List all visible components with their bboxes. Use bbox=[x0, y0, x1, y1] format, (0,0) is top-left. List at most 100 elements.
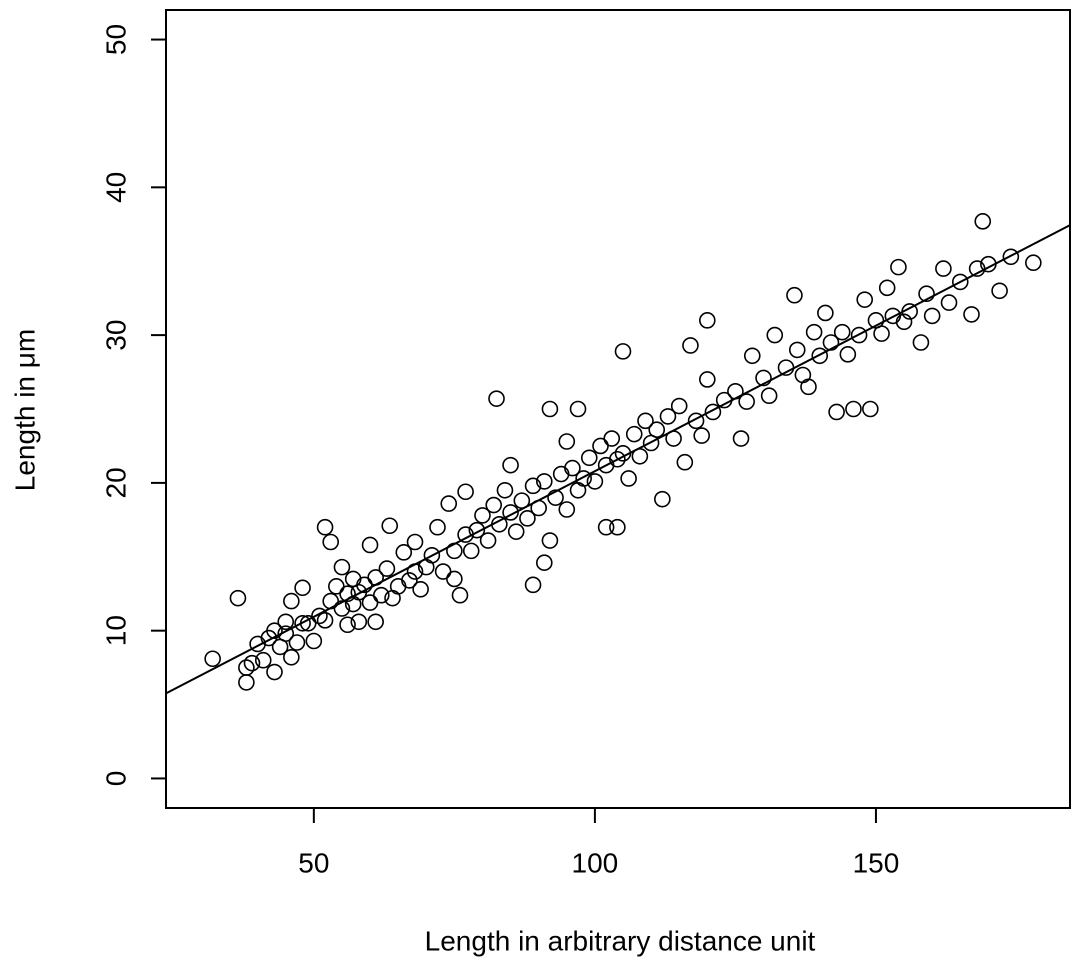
point bbox=[536, 554, 553, 571]
plot-area bbox=[166, 213, 1071, 695]
point bbox=[367, 613, 384, 631]
point bbox=[502, 504, 519, 521]
point bbox=[266, 622, 283, 639]
point bbox=[479, 532, 497, 549]
y-tick-label: 50 bbox=[100, 24, 131, 55]
point bbox=[406, 563, 424, 580]
point bbox=[609, 518, 626, 536]
point bbox=[305, 632, 323, 650]
point bbox=[637, 412, 654, 430]
point bbox=[474, 507, 491, 524]
point bbox=[659, 408, 677, 425]
point bbox=[699, 312, 716, 329]
x-tick-label: 50 bbox=[298, 847, 329, 878]
point bbox=[569, 481, 587, 499]
point bbox=[805, 323, 823, 341]
point bbox=[429, 518, 446, 536]
point bbox=[788, 341, 806, 359]
point bbox=[406, 533, 424, 551]
point bbox=[401, 572, 418, 589]
point bbox=[350, 613, 368, 631]
point bbox=[384, 589, 401, 607]
point bbox=[715, 391, 733, 409]
y-tick-label: 20 bbox=[100, 467, 131, 498]
point bbox=[328, 578, 345, 595]
point bbox=[687, 412, 705, 430]
point bbox=[766, 326, 784, 344]
point bbox=[558, 501, 576, 518]
point bbox=[597, 518, 615, 536]
point bbox=[575, 470, 592, 487]
point bbox=[502, 456, 519, 474]
x-tick-label: 100 bbox=[572, 847, 619, 878]
point bbox=[727, 382, 744, 400]
point bbox=[856, 291, 874, 308]
point bbox=[277, 613, 295, 631]
y-tick-label: 0 bbox=[100, 771, 131, 787]
point bbox=[822, 334, 840, 351]
point bbox=[704, 403, 722, 421]
point bbox=[850, 326, 868, 344]
point bbox=[530, 499, 547, 517]
point bbox=[395, 544, 413, 561]
point bbox=[923, 307, 941, 325]
point bbox=[811, 347, 829, 365]
point bbox=[631, 447, 649, 465]
point bbox=[446, 542, 463, 560]
point bbox=[367, 569, 384, 586]
y-tick-label: 40 bbox=[100, 172, 131, 203]
point bbox=[592, 437, 609, 455]
point bbox=[817, 304, 834, 322]
point bbox=[676, 453, 694, 471]
point bbox=[462, 542, 480, 560]
point bbox=[738, 393, 755, 410]
point bbox=[1002, 248, 1020, 266]
point bbox=[974, 213, 992, 230]
point bbox=[569, 400, 587, 418]
point bbox=[294, 579, 311, 597]
point bbox=[991, 282, 1008, 300]
x-tick-label: 150 bbox=[853, 847, 900, 878]
point bbox=[878, 279, 896, 297]
point bbox=[423, 546, 441, 564]
point bbox=[243, 654, 261, 672]
point bbox=[845, 400, 862, 418]
point bbox=[283, 648, 300, 666]
point bbox=[614, 343, 632, 360]
point bbox=[333, 558, 351, 576]
x-axis-label: Length in arbitrary distance unit bbox=[425, 925, 816, 956]
point bbox=[732, 430, 750, 447]
point bbox=[912, 334, 930, 351]
point bbox=[496, 481, 514, 499]
y-axis-label: Length in μm bbox=[9, 329, 40, 491]
point bbox=[372, 586, 390, 604]
point bbox=[564, 459, 581, 477]
point bbox=[541, 532, 559, 549]
point bbox=[580, 449, 598, 467]
point bbox=[794, 366, 812, 384]
point bbox=[839, 346, 857, 363]
point bbox=[547, 489, 564, 506]
point bbox=[586, 473, 604, 490]
point bbox=[541, 400, 559, 418]
y-tick-label: 10 bbox=[100, 615, 131, 646]
point bbox=[536, 473, 553, 490]
point bbox=[485, 496, 503, 514]
plot-frame bbox=[165, 9, 1071, 809]
point bbox=[266, 663, 283, 681]
point bbox=[1025, 254, 1042, 272]
point bbox=[800, 378, 817, 396]
point bbox=[951, 273, 969, 291]
point bbox=[468, 521, 486, 539]
point bbox=[918, 285, 935, 303]
point bbox=[935, 260, 952, 277]
point bbox=[412, 580, 429, 598]
point bbox=[699, 371, 716, 388]
point bbox=[339, 616, 356, 634]
point bbox=[609, 450, 626, 468]
point bbox=[457, 526, 474, 543]
point bbox=[254, 651, 272, 669]
point bbox=[283, 592, 300, 610]
point bbox=[339, 585, 356, 603]
